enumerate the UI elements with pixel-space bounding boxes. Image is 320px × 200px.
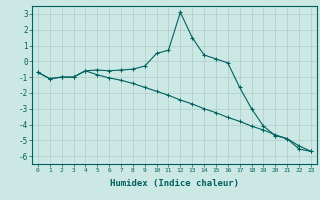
X-axis label: Humidex (Indice chaleur): Humidex (Indice chaleur)	[110, 179, 239, 188]
